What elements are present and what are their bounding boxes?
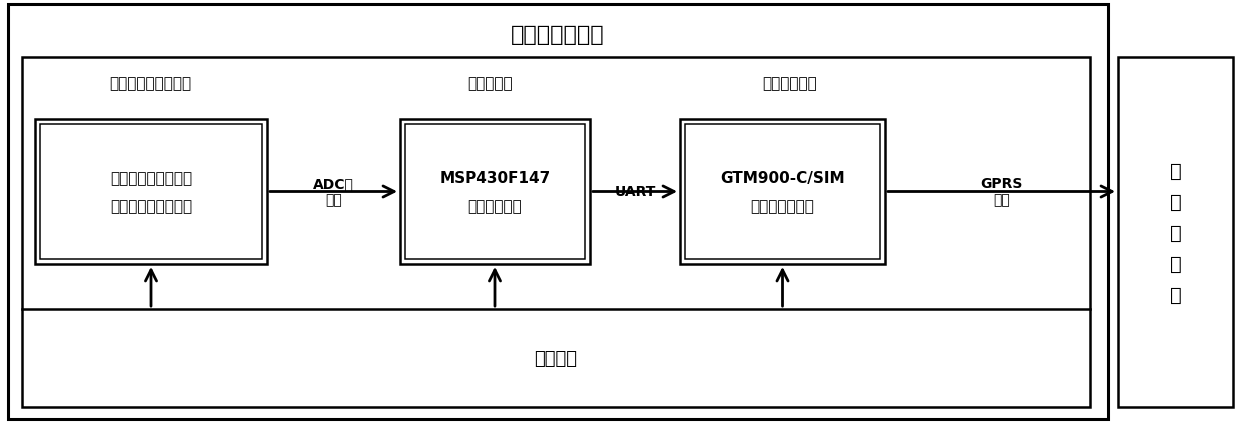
Bar: [400, 120, 590, 265]
Bar: [405, 125, 585, 259]
Text: 远程数据采集器: 远程数据采集器: [512, 25, 605, 45]
Bar: [40, 125, 261, 259]
Text: 及相关信号调理电路: 及相关信号调理电路: [110, 199, 192, 213]
Bar: [7, 5, 1108, 419]
Text: 卡及其外围电路: 卡及其外围电路: [751, 199, 814, 213]
Text: UART: UART: [615, 185, 655, 199]
Bar: [22, 58, 1090, 407]
Bar: [685, 125, 880, 259]
Text: 传感器、传感器接口: 传感器、传感器接口: [110, 170, 192, 186]
Text: 电源模块: 电源模块: [534, 349, 577, 367]
Bar: [35, 120, 266, 265]
Text: ADC或
总线: ADC或 总线: [313, 177, 354, 207]
Bar: [1118, 58, 1233, 407]
Text: GTM900-C/SIM: GTM900-C/SIM: [720, 170, 845, 186]
Text: MSP430F147: MSP430F147: [440, 170, 550, 186]
Text: 远
程
服
务
器: 远 程 服 务 器: [1170, 161, 1181, 304]
Bar: [680, 120, 885, 265]
Text: 无线通信模块: 无线通信模块: [763, 76, 818, 91]
Text: GPRS
网络: GPRS 网络: [980, 177, 1022, 207]
Text: 及其外围电路: 及其外围电路: [467, 199, 523, 213]
Text: 传感器及其接口模块: 传感器及其接口模块: [109, 76, 191, 91]
Text: 单片机模块: 单片机模块: [467, 76, 513, 91]
